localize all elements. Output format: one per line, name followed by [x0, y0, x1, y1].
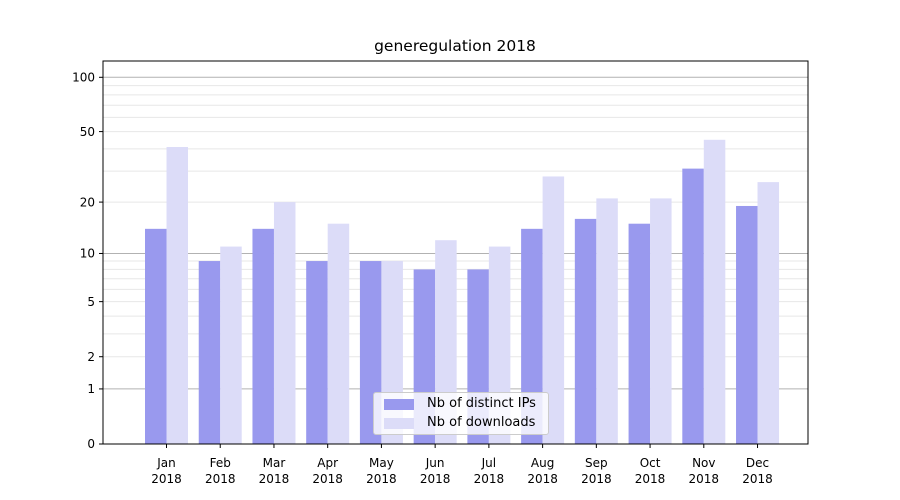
y-tick-label: 50	[80, 125, 95, 139]
bar-feb-series0	[198, 261, 221, 444]
x-tick-label-year: 2018	[259, 472, 290, 486]
x-tick-label-year: 2018	[581, 472, 612, 486]
axes-group: 0 1 2 5 10 20 50 100 Jan 2018 Feb 2018 Mar 2018 Apr 201…	[72, 60, 809, 486]
y-tick-label: 1	[87, 382, 95, 396]
y-tick-label: 10	[80, 247, 95, 261]
legend-label: Nb of downloads	[427, 415, 536, 430]
x-tick-label-month: Oct	[640, 456, 661, 470]
legend-label: Nb of distinct IPs	[427, 396, 536, 411]
bar-apr-series1	[327, 223, 350, 444]
legend: Nb of distinct IPs Nb of downloads	[373, 392, 549, 435]
legend-item: Nb of distinct IPs	[384, 396, 540, 412]
x-tick-label-month: Nov	[692, 456, 715, 470]
x-tick-label-month: Jun	[425, 456, 445, 470]
bar-oct-series0	[628, 223, 651, 444]
bar-sep-series0	[574, 218, 597, 444]
bar-sep-series1	[596, 198, 618, 444]
y-tick-label: 100	[72, 71, 95, 85]
bar-mar-series0	[252, 228, 274, 444]
bar-dec-series1	[757, 182, 780, 444]
x-tick-label-year: 2018	[474, 472, 505, 486]
bar-dec-series0	[736, 205, 758, 444]
x-tick-label-month: Jul	[481, 456, 496, 470]
y-tick-label: 20	[80, 195, 95, 209]
x-tick-label-year: 2018	[366, 472, 397, 486]
legend-item: Nb of downloads	[384, 415, 540, 431]
x-tick-label-month: Feb	[210, 456, 231, 470]
legend-swatch	[384, 398, 414, 410]
y-tick-label: 2	[87, 350, 95, 364]
bar-aug-series0	[521, 228, 543, 444]
x-tick-label-year: 2018	[151, 472, 182, 486]
x-tick-label-month: Sep	[585, 456, 608, 470]
bar-oct-series1	[650, 198, 672, 444]
x-tick-label-month: Apr	[317, 456, 338, 470]
y-tick-label: 0	[87, 437, 95, 451]
x-tick-label-year: 2018	[205, 472, 236, 486]
x-tick-label-year: 2018	[742, 472, 773, 486]
bar-aug-series1	[542, 176, 565, 444]
legend-swatch	[384, 417, 414, 429]
x-tick-label-year: 2018	[689, 472, 720, 486]
x-tick-label-year: 2018	[312, 472, 343, 486]
bar-mar-series1	[273, 202, 296, 444]
bar-feb-series1	[220, 246, 242, 444]
x-tick-label-year: 2018	[527, 472, 558, 486]
x-tick-label-year: 2018	[420, 472, 451, 486]
chart-title: generegulation 2018	[374, 37, 536, 55]
bar-nov-series1	[703, 139, 726, 445]
bar-jan-series0	[145, 228, 167, 444]
x-tick-label-month: May	[369, 456, 394, 470]
bar-nov-series0	[682, 168, 704, 444]
x-tick-label-month: Aug	[531, 456, 554, 470]
plot-border	[102, 60, 809, 445]
x-tick-label-month: Mar	[263, 456, 286, 470]
x-tick-label-month: Dec	[746, 456, 769, 470]
x-tick-label-month: Jan	[156, 456, 176, 470]
bar-apr-series0	[306, 261, 328, 444]
x-tick-label-year: 2018	[635, 472, 666, 486]
bar-jan-series1	[166, 147, 188, 444]
y-tick-label: 5	[87, 295, 95, 309]
